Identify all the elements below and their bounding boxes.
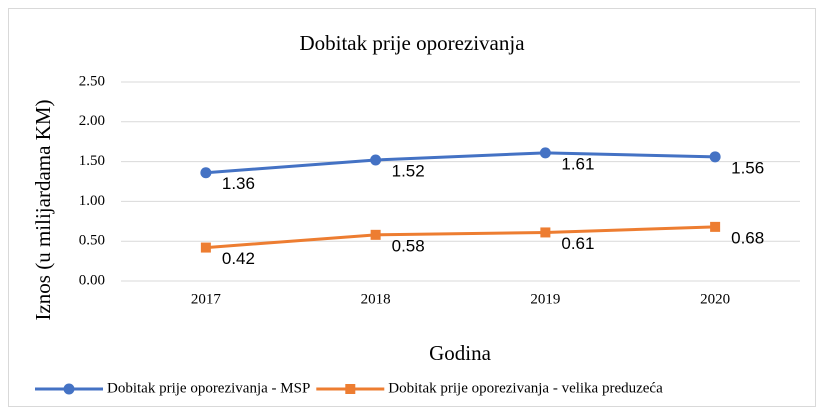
chart-title: Dobitak prije oporezivanja: [299, 31, 525, 55]
data-point: [370, 154, 382, 166]
x-tick-label: 2017: [191, 291, 222, 307]
data-label: 1.36: [222, 174, 255, 193]
data-point: [709, 151, 721, 163]
y-tick-label: 2.00: [79, 113, 105, 129]
data-label: 1.56: [731, 158, 764, 177]
data-point: [540, 227, 551, 238]
y-tick-label: 1.00: [79, 193, 105, 209]
legend-marker: [345, 384, 356, 394]
series-line: [205, 225, 716, 250]
data-point: [200, 242, 211, 253]
series-line: [205, 151, 716, 175]
data-label: 1.61: [561, 154, 594, 173]
data-point: [539, 147, 551, 159]
x-tick-label: 2018: [361, 291, 391, 307]
data-point: [710, 221, 721, 232]
legend-marker: [63, 383, 75, 395]
legend-label: Dobitak prije oporezivanja - MSP: [107, 380, 310, 396]
y-tick-label: 0.50: [79, 233, 105, 249]
x-axis-title: Godina: [429, 341, 492, 365]
x-tick-label: 2019: [530, 291, 560, 307]
chart-border: [8, 8, 816, 407]
y-tick-label: 1.50: [79, 153, 105, 169]
data-label: 0.42: [222, 249, 255, 268]
data-label: 0.61: [561, 234, 594, 253]
y-axis-title: Iznos (u milijardama KM): [31, 99, 55, 320]
data-label: 0.68: [731, 228, 764, 247]
x-tick-label: 2020: [700, 291, 730, 307]
data-point: [200, 167, 212, 179]
y-tick-label: 0.00: [79, 272, 105, 288]
data-label: 0.58: [392, 236, 425, 255]
legend-label: Dobitak prije oporezivanja - velika pred…: [388, 380, 663, 396]
data-point: [370, 229, 381, 240]
data-label: 1.52: [392, 161, 425, 180]
y-tick-label: 2.50: [79, 73, 105, 89]
